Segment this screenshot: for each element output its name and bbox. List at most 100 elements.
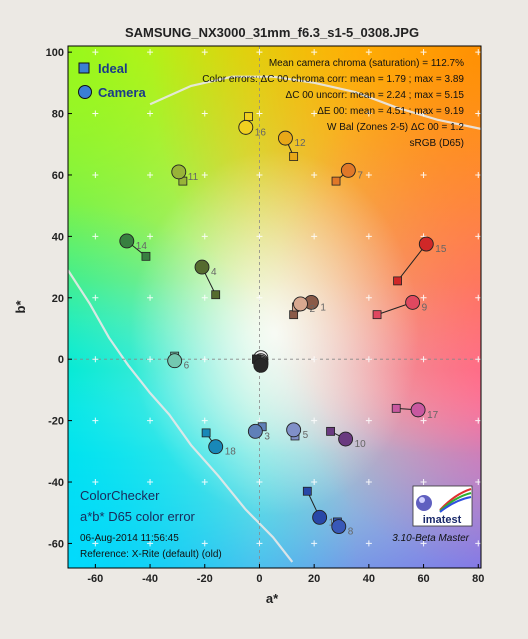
- y-tick-label: 0: [58, 354, 64, 366]
- grid-plus: [475, 417, 482, 424]
- grid-plus: [475, 233, 482, 240]
- x-tick-label: -20: [197, 573, 213, 585]
- patch-label-7: 7: [357, 170, 363, 181]
- stat-line: Mean camera chroma (saturation) = 112.7%: [269, 58, 464, 69]
- data-points: 124679111213141516171835108: [119, 112, 447, 538]
- patch-label-2: 2: [309, 304, 315, 315]
- y-tick-label: 100: [46, 47, 64, 59]
- grid-plus: [147, 294, 154, 301]
- grid-plus: [311, 49, 318, 56]
- ideal-marker-12: [289, 152, 299, 161]
- grid-plus: [256, 49, 263, 56]
- grid-plus: [147, 479, 154, 486]
- legend-camera-label: Camera: [98, 85, 146, 100]
- grid-plus: [201, 233, 208, 240]
- plot-frame: [67, 45, 482, 569]
- grid-plus: [475, 110, 482, 117]
- ideal-marker-18: [201, 428, 211, 438]
- x-tick-label: 40: [363, 573, 375, 585]
- camera-marker-3: [247, 423, 263, 439]
- grid-plus: [147, 233, 154, 240]
- legend: Ideal Camera: [78, 61, 146, 100]
- stat-line: ΔE 00: mean = 4.51 ; max = 9.19: [317, 106, 464, 117]
- camera-marker-2: [293, 296, 308, 312]
- chart-subtitle: a*b* D65 color error: [80, 509, 196, 524]
- legend-camera-marker: [78, 85, 92, 99]
- x-tick-label: -40: [142, 573, 158, 585]
- y-tick-label: -20: [48, 416, 64, 428]
- grid-plus: [92, 356, 99, 363]
- grid-plus: [365, 233, 372, 240]
- legend-ideal-marker: [78, 62, 90, 74]
- grid-plus: [256, 233, 263, 240]
- grid-plus: [420, 49, 427, 56]
- grid-plus: [311, 233, 318, 240]
- grid-plus: [147, 540, 154, 547]
- reference-note: Reference: X-Rite (default) (old): [80, 549, 222, 560]
- grid-plus: [147, 171, 154, 178]
- grid-plus: [365, 49, 372, 56]
- grid-plus: [147, 110, 154, 117]
- grid-plus: [420, 417, 427, 424]
- grid-plus: [92, 110, 99, 117]
- camera-marker-6: [167, 353, 183, 369]
- y-tick-label: 20: [52, 293, 64, 305]
- camera-marker-14: [119, 233, 135, 249]
- camera-marker-4: [194, 259, 210, 275]
- grid-plus: [201, 479, 208, 486]
- camera-marker-8: [331, 519, 347, 534]
- y-tick-label: -60: [48, 538, 64, 550]
- version-note: 3.10-Beta Master: [392, 533, 469, 544]
- y-tick-label: 60: [52, 170, 64, 182]
- camera-marker-12: [277, 130, 293, 146]
- imatest-logo: imatest: [412, 485, 473, 527]
- logo-text: imatest: [423, 514, 462, 526]
- patch-label-17: 17: [427, 410, 439, 421]
- grid-plus: [256, 294, 263, 301]
- ideal-marker-4: [211, 290, 221, 300]
- patch-label-14: 14: [136, 241, 148, 252]
- grid-plus: [256, 171, 263, 178]
- grid-plus: [365, 110, 372, 117]
- grid-plus: [475, 479, 482, 486]
- patch-label-4: 4: [211, 267, 217, 278]
- camera-marker-13: [312, 509, 328, 525]
- grid-plus: [311, 417, 318, 424]
- grid: [68, 46, 482, 568]
- legend-ideal-label: Ideal: [98, 61, 128, 76]
- patch-label-5: 5: [303, 430, 309, 441]
- grid-plus: [201, 540, 208, 547]
- grid-plus: [256, 479, 263, 486]
- grid-plus: [92, 540, 99, 547]
- grid-plus: [420, 171, 427, 178]
- camera-marker-17: [410, 402, 426, 418]
- grid-plus: [365, 294, 372, 301]
- grid-plus: [92, 479, 99, 486]
- camera-marker-10: [338, 431, 354, 447]
- grid-plus: [365, 540, 372, 547]
- grid-plus: [475, 49, 482, 56]
- ideal-marker-14: [141, 251, 151, 261]
- y-axis-label: b*: [13, 300, 28, 314]
- grid-plus: [475, 171, 482, 178]
- grid-plus: [311, 540, 318, 547]
- bottom-left-notes: ColorChecker a*b* D65 color error 06-Aug…: [80, 488, 222, 560]
- y-tick-label: 80: [52, 109, 64, 121]
- x-tick-label: -60: [87, 573, 103, 585]
- stat-line: ΔC 00 uncorr: mean = 2.24 ; max = 5.15: [286, 90, 465, 101]
- ideal-marker-17: [391, 403, 401, 413]
- grid-plus: [365, 171, 372, 178]
- grid-plus: [420, 540, 427, 547]
- patch-label-16: 16: [255, 127, 267, 138]
- grid-plus: [147, 49, 154, 56]
- patch-label-10: 10: [355, 439, 367, 450]
- grid-plus: [420, 294, 427, 301]
- chart-name: ColorChecker: [80, 488, 160, 503]
- patch-label-1: 1: [320, 302, 326, 313]
- patch-label-6: 6: [184, 361, 190, 372]
- grid-plus: [311, 171, 318, 178]
- grid-plus: [420, 356, 427, 363]
- grid-plus: [256, 540, 263, 547]
- camera-marker-11: [171, 164, 187, 180]
- camera-marker-5: [286, 422, 302, 438]
